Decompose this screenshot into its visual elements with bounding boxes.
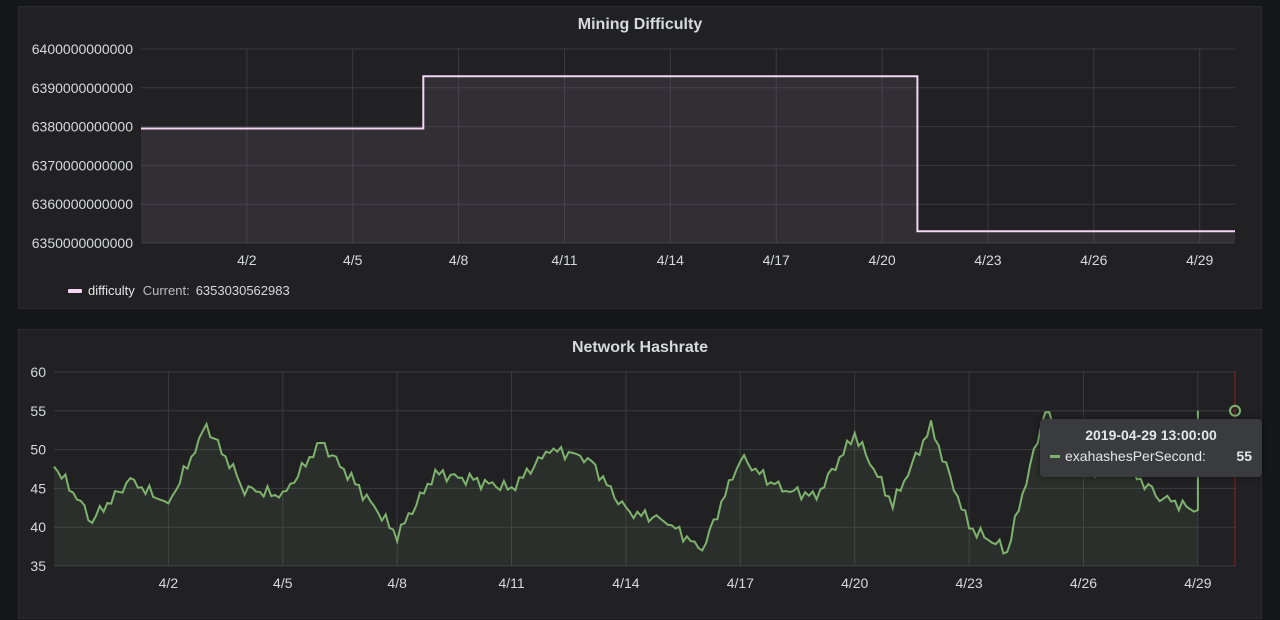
x-tick-label: 4/8 bbox=[449, 252, 469, 268]
hover-tooltip: 2019-04-29 13:00:00 exahashesPerSecond: … bbox=[1040, 419, 1262, 477]
y-tick-label: 40 bbox=[30, 519, 46, 535]
x-tick-label: 4/23 bbox=[974, 252, 1001, 268]
y-tick-label: 60 bbox=[30, 364, 46, 380]
tooltip-time: 2019-04-29 13:00:00 bbox=[1085, 427, 1217, 443]
x-tick-label: 4/29 bbox=[1184, 575, 1211, 591]
y-tick-label: 6390000000000 bbox=[32, 80, 133, 96]
difficulty-panel: Mining Difficulty 6350000000000 636000000… bbox=[18, 6, 1262, 309]
difficulty-chart-title: Mining Difficulty bbox=[577, 16, 703, 33]
y-tick-label: 6380000000000 bbox=[32, 119, 133, 135]
y-tick-label: 35 bbox=[30, 558, 46, 574]
tooltip-row: exahashesPerSecond: 55 bbox=[1050, 448, 1252, 464]
x-tick-label: 4/11 bbox=[551, 252, 577, 268]
x-tick-label: 4/26 bbox=[1070, 575, 1097, 591]
y-tick-label: 50 bbox=[30, 442, 46, 458]
x-tick-label: 4/29 bbox=[1186, 252, 1213, 268]
x-tick-label: 4/5 bbox=[273, 575, 293, 591]
series-line-exahashesPerSecond bbox=[53, 410, 1199, 555]
difficulty-legend-name[interactable]: difficulty bbox=[88, 283, 135, 298]
x-tick-label: 4/5 bbox=[343, 252, 363, 268]
hover-point bbox=[1229, 404, 1241, 417]
y-tick-label: 6370000000000 bbox=[32, 157, 133, 173]
y-tick-label: 6400000000000 bbox=[32, 41, 133, 57]
x-tick-label: 4/20 bbox=[841, 575, 868, 591]
y-tick-label: 45 bbox=[30, 480, 46, 496]
tooltip-series-swatch bbox=[1050, 454, 1060, 458]
series-line-difficulty bbox=[141, 75, 1235, 233]
x-tick-label: 4/23 bbox=[955, 575, 982, 591]
tooltip-series-value: 55 bbox=[1236, 448, 1252, 464]
x-tick-label: 4/17 bbox=[763, 252, 790, 268]
difficulty-legend[interactable]: difficulty Current: 6353030562983 bbox=[68, 283, 290, 298]
x-tick-label: 4/8 bbox=[387, 575, 407, 591]
difficulty-current-label: Current: bbox=[142, 283, 190, 298]
difficulty-current-value: 6353030562983 bbox=[195, 283, 290, 298]
y-tick-label: 55 bbox=[30, 403, 46, 419]
difficulty-chart[interactable]: 6350000000000 6360000000000 6370000000000 6… bbox=[19, 7, 1263, 310]
x-tick-label: 4/20 bbox=[868, 252, 895, 268]
hashrate-chart-title: Network Hashrate bbox=[571, 339, 709, 356]
x-tick-label: 4/2 bbox=[159, 575, 179, 591]
x-tick-label: 4/26 bbox=[1080, 252, 1107, 268]
x-tick-label: 4/2 bbox=[237, 252, 257, 268]
tooltip-series-name: exahashesPerSecond: bbox=[1065, 448, 1206, 464]
x-tick-label: 4/11 bbox=[498, 575, 524, 591]
y-tick-label: 6350000000000 bbox=[32, 235, 133, 251]
hashrate-chart[interactable]: 35 40 45 50 55 60 4/2 4/5 4/8 4/11 4/14 4/17 4/20 4/2… bbox=[19, 330, 1263, 620]
x-tick-label: 4/14 bbox=[612, 575, 639, 591]
series-area bbox=[141, 76, 1235, 243]
x-tick-label: 4/17 bbox=[727, 575, 754, 591]
grid bbox=[54, 371, 1236, 567]
difficulty-legend-swatch bbox=[68, 288, 82, 293]
x-tick-label: 4/14 bbox=[657, 252, 684, 268]
grid bbox=[141, 48, 1235, 244]
y-tick-label: 6360000000000 bbox=[32, 196, 133, 212]
series-area bbox=[54, 410, 1198, 566]
